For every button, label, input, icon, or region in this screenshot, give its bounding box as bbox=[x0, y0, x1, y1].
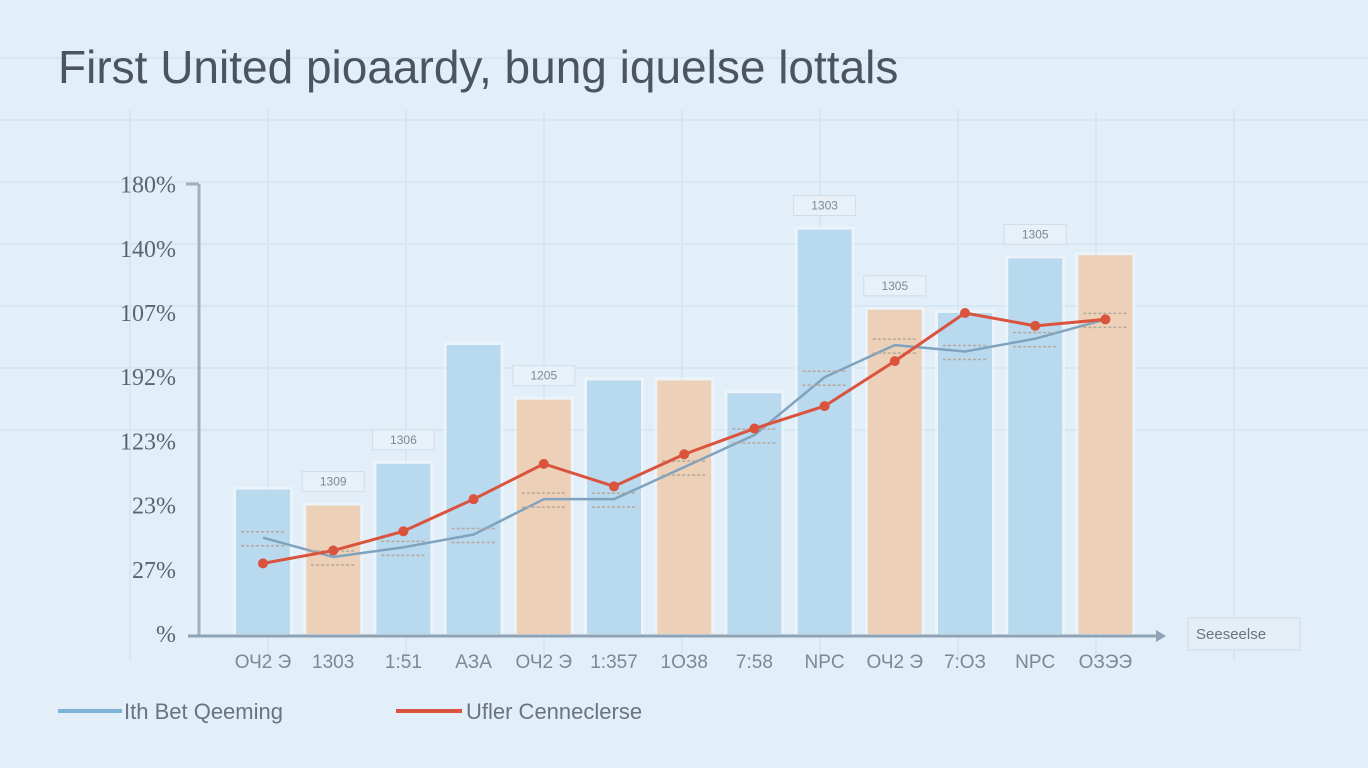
x-tick-label: 7:58 bbox=[736, 652, 773, 673]
bars bbox=[233, 226, 1136, 635]
series-point-1 bbox=[960, 308, 970, 318]
bar-data-label: 1309 bbox=[320, 475, 347, 489]
x-tick-label: 1:357 bbox=[590, 652, 638, 673]
x-axis-label: Seeseelse bbox=[1196, 626, 1266, 643]
series-point-1 bbox=[1100, 314, 1111, 325]
chart-title: First United pioaardy, bung iquelse lott… bbox=[58, 41, 898, 93]
x-tick-label: АЗА bbox=[455, 652, 492, 673]
bar-label-box bbox=[371, 429, 435, 451]
y-tick-label: 180% bbox=[120, 173, 176, 199]
bar-label-box bbox=[512, 365, 576, 387]
series-lines bbox=[241, 308, 1128, 569]
bar-label-box bbox=[793, 195, 857, 217]
series-point-1 bbox=[328, 545, 339, 556]
x-axis-label-frame bbox=[1187, 617, 1301, 651]
x-tick-label: NPC bbox=[805, 652, 845, 673]
series-point-1 bbox=[679, 449, 690, 460]
bar bbox=[657, 380, 712, 634]
x-tick-label: 1303 bbox=[312, 652, 354, 673]
x-tick-label: 1:51 bbox=[385, 652, 422, 673]
bar-data-label: 1306 bbox=[390, 433, 417, 447]
bar-data-labels: 1309 1306 1205 1303 1305 1305 bbox=[301, 195, 1067, 493]
x-tick-label: 1ОЗ8 bbox=[661, 652, 708, 673]
axes bbox=[186, 182, 1166, 642]
series-point-1 bbox=[468, 494, 479, 505]
bar-data-label: 1303 bbox=[811, 199, 838, 213]
x-tick-label: ОЧ2 Э bbox=[235, 652, 292, 673]
legend-label-0: Ith Bet Qeeming bbox=[124, 699, 283, 724]
series-point-1 bbox=[258, 558, 268, 569]
x-tick-label: ОЗЭЭ bbox=[1079, 652, 1133, 673]
series-point-1 bbox=[819, 401, 830, 412]
bar bbox=[938, 313, 992, 634]
bar bbox=[797, 229, 852, 635]
x-axis-label-box: Seeseelse bbox=[1187, 617, 1301, 651]
x-tick-labels: ОЧ2 Э 1303 1:51 АЗА ОЧ2 Э 1:357 1ОЗ8 7:58 NPC ОЧ2… bbox=[235, 652, 1132, 673]
x-axis-arrow bbox=[1156, 630, 1166, 642]
y-tick-label: 23% bbox=[132, 494, 176, 520]
bar-label-box bbox=[301, 471, 365, 493]
series-line-0 bbox=[262, 318, 1106, 559]
bar-data-label: 1305 bbox=[1022, 227, 1049, 241]
y-tick-label: 107% bbox=[120, 301, 176, 327]
y-tick-label: 27% bbox=[132, 558, 176, 584]
bar-label-box bbox=[1003, 223, 1067, 245]
bar bbox=[306, 505, 361, 634]
x-tick-label: NPC bbox=[1015, 652, 1055, 673]
legend: Ith Bet Qeeming Ufler Cenneclerse bbox=[58, 699, 642, 724]
y-tick-label: 123% bbox=[120, 429, 176, 455]
series-point-1 bbox=[398, 526, 409, 537]
series-point-1 bbox=[749, 423, 760, 434]
series-point-1 bbox=[609, 481, 619, 492]
bar bbox=[1008, 258, 1063, 634]
y-tick-label: 192% bbox=[120, 365, 176, 391]
legend-label-1: Ufler Cenneclerse bbox=[466, 699, 642, 724]
y-tick-label: 140% bbox=[120, 237, 176, 263]
bar-data-label: 1305 bbox=[881, 279, 908, 293]
bar-label-box bbox=[863, 275, 927, 297]
series-point-1 bbox=[1030, 320, 1041, 331]
bar bbox=[1078, 255, 1133, 634]
series-point-1 bbox=[538, 458, 549, 469]
bar-data-label: 1205 bbox=[530, 369, 557, 383]
y-tick-label: % bbox=[156, 622, 176, 648]
y-tick-labels: % 27% 23% 123% 192% 107% 140% 180% bbox=[120, 173, 176, 648]
bar bbox=[516, 399, 571, 634]
x-tick-label: 7:ОЗ bbox=[944, 652, 986, 673]
x-tick-label: ОЧ2 Э bbox=[867, 652, 924, 673]
x-tick-label: ОЧ2 Э bbox=[516, 652, 573, 673]
series-point-1 bbox=[889, 356, 900, 367]
